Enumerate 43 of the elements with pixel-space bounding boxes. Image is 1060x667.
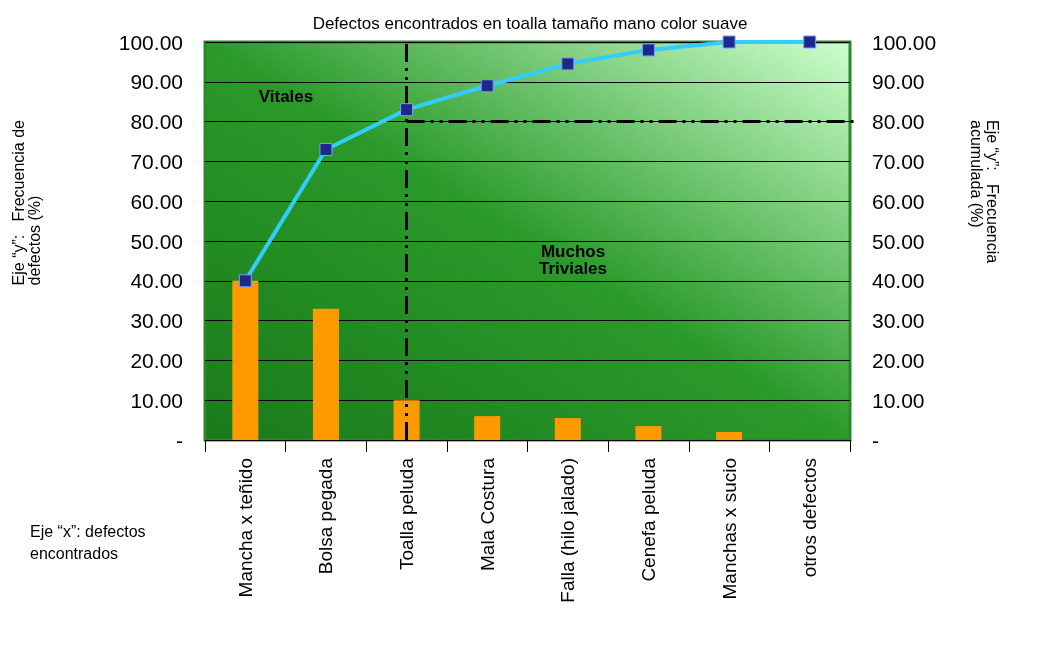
bar	[554, 418, 581, 440]
y-axis-title: Eje “y”: Frecuencia de defectos (%)	[9, 119, 43, 286]
annotation: Vitales	[258, 86, 314, 106]
y2-tick-label: -	[872, 428, 879, 452]
x-tick-label: Cenefa peluda	[637, 457, 659, 582]
bar	[474, 416, 501, 440]
x-tick-label: Falla (hilo jalado)	[557, 458, 579, 603]
y-tick-label: 90.00	[130, 70, 183, 94]
y2-tick-label: 90.00	[872, 70, 925, 94]
x-tick-label: Bolsa pegada	[315, 457, 337, 575]
y2-tick-label: 20.00	[872, 348, 925, 372]
chart-title: Defectos encontrados en toalla tamaño mano color suave	[312, 14, 748, 33]
y2-tick-label: 60.00	[872, 189, 925, 213]
y2-tick-label: 100.00	[872, 30, 937, 54]
y-tick-label: 30.00	[130, 309, 183, 333]
bar	[393, 400, 420, 440]
x-tick-label: Manchas x sucio	[718, 458, 740, 600]
y2-tick-label: 70.00	[872, 149, 925, 173]
y-tick-label: 80.00	[130, 110, 183, 134]
x-axis-title: Eje “x”: defectos encontrados	[30, 522, 146, 562]
y2-tick-label: 10.00	[872, 388, 925, 412]
bar	[232, 280, 259, 440]
y2-tick-label: 30.00	[872, 309, 925, 333]
y-tick-label: 40.00	[130, 269, 183, 293]
y-tick-label: 70.00	[130, 149, 183, 173]
x-tick-label: Toalla peluda	[396, 457, 418, 570]
y2-axis-title: Eje “y”: Frecuencia acumulada (%)	[967, 120, 1001, 264]
annotation: Muchos Triviales	[538, 242, 608, 278]
y2-tick-label: 50.00	[872, 229, 925, 253]
x-tick-label: Mala Costura	[476, 457, 498, 571]
x-tick-label: otros defectos	[799, 458, 821, 578]
y-tick-label: 20.00	[130, 348, 183, 372]
bar	[716, 432, 743, 440]
y-tick-label: -	[176, 428, 183, 452]
y-tick-label: 50.00	[130, 229, 183, 253]
y-tick-label: 10.00	[130, 388, 183, 412]
bar	[635, 426, 662, 440]
y2-tick-label: 80.00	[872, 110, 925, 134]
bar	[312, 308, 339, 440]
y-tick-label: 60.00	[130, 189, 183, 213]
x-tick-label: Mancha x teñido	[234, 458, 256, 598]
y-tick-label: 100.00	[118, 30, 183, 54]
y2-tick-label: 40.00	[872, 269, 925, 293]
